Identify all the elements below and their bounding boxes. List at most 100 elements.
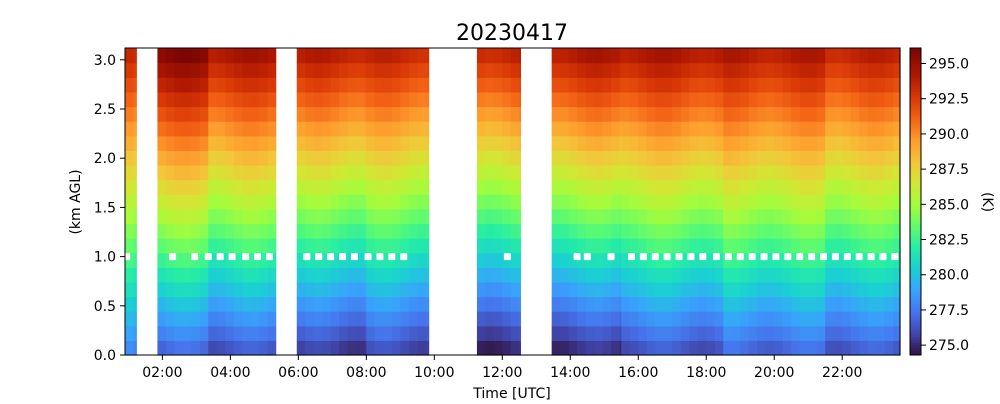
heatmap-cell <box>502 296 512 312</box>
heatmap-cell <box>174 238 184 254</box>
heatmap-cell <box>347 164 357 181</box>
heatmap-cell <box>859 62 869 78</box>
heatmap-cell <box>242 281 252 298</box>
heatmap-cell <box>560 135 570 151</box>
heatmap-cell <box>364 311 367 327</box>
heatmap-cell <box>621 223 631 239</box>
heatmap-cell <box>339 121 349 137</box>
heatmap-cell <box>723 194 733 210</box>
heatmap-cell <box>621 208 631 225</box>
heatmap-cell <box>560 208 570 225</box>
heatmap-cell <box>125 150 135 166</box>
heatmap-cell <box>621 150 631 166</box>
heatmap-cell <box>157 340 167 356</box>
heatmap-cell <box>663 325 673 341</box>
heatmap-cell <box>816 311 826 327</box>
colorbar-swatch <box>910 232 921 236</box>
heatmap-cell <box>689 121 699 137</box>
heatmap-cell <box>133 340 138 356</box>
heatmap-cell <box>765 62 775 78</box>
heatmap-cell <box>621 48 631 64</box>
heatmap-cell <box>723 77 733 93</box>
boundary-marker <box>242 253 250 261</box>
heatmap-cell <box>267 208 277 225</box>
heatmap-cell <box>125 48 135 64</box>
heatmap-cell <box>621 296 631 312</box>
heatmap-cell <box>400 48 410 64</box>
heatmap-cell <box>816 267 826 283</box>
heatmap-cell <box>408 179 418 195</box>
heatmap-cell <box>174 281 184 298</box>
heatmap-cell <box>313 91 323 108</box>
heatmap-cell <box>191 77 201 93</box>
heatmap-cell <box>366 179 376 195</box>
heatmap-cell <box>638 62 648 78</box>
heatmap-cell <box>267 91 277 108</box>
colorbar-swatch <box>910 216 921 220</box>
heatmap-cell <box>825 267 835 283</box>
heatmap-cell <box>629 164 639 181</box>
heatmap-cell <box>799 238 809 254</box>
heatmap-cell <box>594 48 604 64</box>
colorbar-swatch <box>910 191 921 195</box>
heatmap-cell <box>408 340 418 356</box>
heatmap-cell <box>893 164 901 181</box>
heatmap-cell <box>182 164 192 181</box>
heatmap-cell <box>182 252 192 268</box>
heatmap-cell <box>585 311 595 327</box>
data-gap <box>136 48 158 355</box>
heatmap-cell <box>233 267 243 283</box>
colorbar-swatch <box>910 175 921 179</box>
heatmap-cell <box>663 48 673 64</box>
heatmap-cell <box>825 164 835 181</box>
heatmap-cell <box>165 135 175 151</box>
heatmap-cell <box>519 223 522 239</box>
heatmap-cell <box>646 164 656 181</box>
heatmap-cell <box>502 325 512 341</box>
heatmap-cell <box>808 194 818 210</box>
heatmap-cell <box>259 252 269 268</box>
heatmap-cell <box>689 238 699 254</box>
heatmap-cell <box>842 179 852 195</box>
heatmap-cell <box>485 194 495 210</box>
heatmap-cell <box>296 135 306 151</box>
heatmap-cell <box>391 91 401 108</box>
heatmap-cell <box>808 77 818 93</box>
heatmap-cell <box>594 135 604 151</box>
heatmap-cell <box>199 150 209 166</box>
heatmap-cell <box>493 267 503 283</box>
colorbar-swatch <box>910 188 921 192</box>
boundary-marker <box>204 253 212 261</box>
heatmap-cell <box>485 223 495 239</box>
heatmap-cell <box>893 267 901 283</box>
heatmap-cell <box>347 48 357 64</box>
heatmap-cell <box>833 121 843 137</box>
heatmap-cell <box>680 238 690 254</box>
heatmap-cell <box>485 325 495 341</box>
colorbar-swatch <box>910 349 921 353</box>
heatmap-cell <box>791 77 801 93</box>
heatmap-cell <box>174 164 184 181</box>
heatmap-cell <box>808 48 818 64</box>
colorbar-swatch <box>910 104 921 108</box>
heatmap-cell <box>174 62 184 78</box>
heatmap-cell <box>816 194 826 210</box>
heatmap-cell <box>174 252 184 268</box>
heatmap-cell <box>638 194 648 210</box>
x-axis-label: Time [UTC] <box>472 386 550 400</box>
heatmap-cell <box>157 267 167 283</box>
heatmap-cell <box>476 296 486 312</box>
heatmap-cell <box>568 208 578 225</box>
colorbar-tick-label: 295.0 <box>929 56 969 72</box>
heatmap-cell <box>250 340 260 356</box>
heatmap-cell <box>216 77 226 93</box>
heatmap-cell <box>680 267 690 283</box>
heatmap-cell <box>267 325 277 341</box>
colorbar-swatch <box>910 99 921 103</box>
heatmap-cell <box>502 62 512 78</box>
heatmap-cell <box>551 164 561 181</box>
heatmap-cell <box>347 252 357 268</box>
heatmap-cell <box>364 252 367 268</box>
heatmap-cell <box>585 121 595 137</box>
heatmap-cell <box>672 238 682 254</box>
